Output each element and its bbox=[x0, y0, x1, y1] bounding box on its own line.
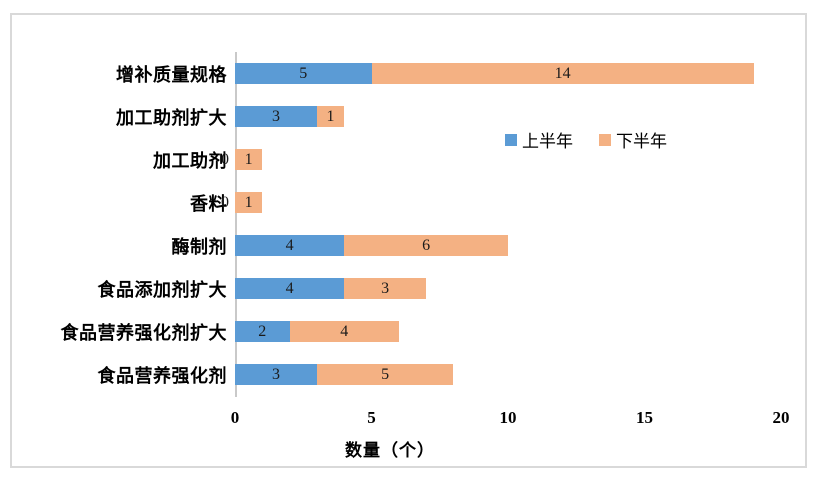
data-label: 3 bbox=[271, 107, 280, 125]
data-label: 1 bbox=[244, 150, 253, 168]
data-label: 3 bbox=[381, 279, 390, 297]
bar-row: 食品营养强化剂扩大 2 4 bbox=[12, 310, 781, 353]
data-label: 3 bbox=[271, 365, 280, 383]
bar-segment-first-half: 5 bbox=[235, 63, 372, 84]
data-label-zero: 0 bbox=[221, 194, 229, 211]
category-label: 加工助剂 bbox=[153, 150, 227, 171]
legend-label: 上半年 bbox=[522, 132, 573, 151]
bar-segment-second-half: 4 bbox=[289, 321, 399, 342]
data-label: 5 bbox=[381, 365, 390, 383]
bar-row: 加工助剂扩大 3 1 bbox=[12, 95, 781, 138]
category-label: 增补质量规格 bbox=[116, 64, 227, 85]
legend-swatch-icon bbox=[505, 133, 517, 146]
bar-segment-first-half: 2 bbox=[235, 321, 290, 342]
data-label: 14 bbox=[554, 64, 571, 82]
data-label: 4 bbox=[285, 236, 294, 254]
data-label: 4 bbox=[340, 322, 349, 340]
bar-segment-second-half: 1 bbox=[316, 106, 345, 127]
bar-rows: 增补质量规格 5 14 加工助剂扩大 3 1 加工助剂 0 1 香料 0 1 酶制剂 4 6 食品添加剂扩大 4… bbox=[12, 52, 781, 396]
bar-segment-first-half: 3 bbox=[235, 364, 317, 385]
data-label: 5 bbox=[299, 64, 308, 82]
data-label: 2 bbox=[258, 322, 267, 340]
data-label-zero: 0 bbox=[221, 151, 229, 168]
bar-row: 加工助剂 0 1 bbox=[12, 138, 781, 181]
data-label: 1 bbox=[326, 107, 335, 125]
bar-segment-first-half: 4 bbox=[235, 235, 345, 256]
legend-swatch-icon bbox=[599, 133, 611, 146]
bar-segment-first-half: 3 bbox=[235, 106, 317, 127]
bar-segment-second-half: 5 bbox=[316, 364, 454, 385]
legend-label: 下半年 bbox=[616, 132, 667, 151]
category-label: 食品营养强化剂扩大 bbox=[60, 322, 227, 343]
legend: 上半年 下半年 bbox=[505, 127, 667, 152]
category-label: 酶制剂 bbox=[171, 236, 227, 257]
x-tick-label: 5 bbox=[367, 408, 376, 427]
x-tick-label: 15 bbox=[636, 408, 653, 427]
x-axis-title: 数量（个） bbox=[345, 441, 435, 460]
bar-row: 食品营养强化剂 3 5 bbox=[12, 353, 781, 396]
y-axis-line bbox=[235, 52, 237, 397]
chart-area: 增补质量规格 5 14 加工助剂扩大 3 1 加工助剂 0 1 香料 0 1 酶制剂 4 6 食品添加剂扩大 4… bbox=[10, 13, 807, 468]
bar-row: 增补质量规格 5 14 bbox=[12, 52, 781, 95]
bar-segment-second-half: 1 bbox=[235, 149, 263, 170]
bar-segment-second-half: 1 bbox=[235, 192, 263, 213]
category-label: 食品添加剂扩大 bbox=[97, 279, 227, 300]
data-label: 1 bbox=[244, 193, 253, 211]
legend-item-second-half: 下半年 bbox=[599, 127, 667, 152]
bar-segment-first-half: 4 bbox=[235, 278, 345, 299]
data-label: 6 bbox=[422, 236, 431, 254]
bar-segment-second-half: 14 bbox=[371, 63, 754, 84]
legend-item-first-half: 上半年 bbox=[505, 127, 573, 152]
x-tick-label: 0 bbox=[230, 408, 240, 427]
bar-segment-second-half: 3 bbox=[344, 278, 427, 299]
x-tick-label: 10 bbox=[499, 408, 517, 427]
bar-segment-second-half: 6 bbox=[344, 235, 508, 256]
category-label: 香料 bbox=[190, 193, 227, 214]
bar-row: 酶制剂 4 6 bbox=[12, 224, 781, 267]
data-label: 4 bbox=[285, 279, 294, 297]
bar-track: 5 14 bbox=[235, 63, 781, 84]
bar-row: 食品添加剂扩大 4 3 bbox=[12, 267, 781, 310]
bar-row: 香料 0 1 bbox=[12, 181, 781, 224]
category-label: 食品营养强化剂 bbox=[97, 365, 227, 386]
category-label: 加工助剂扩大 bbox=[116, 107, 227, 128]
x-tick-label: 20 bbox=[772, 408, 790, 427]
